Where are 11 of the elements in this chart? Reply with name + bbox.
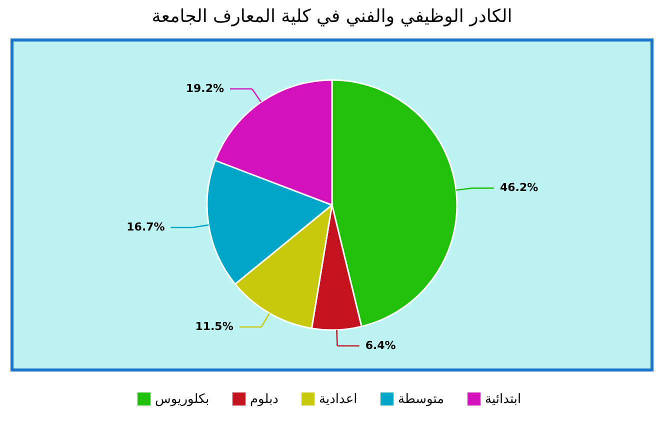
chart-title: الكادر الوظيفي والفني في كلية المعارف الجامعة [152, 6, 512, 27]
legend-label: ابتدائية [485, 392, 522, 407]
data-label: 6.4% [365, 338, 396, 352]
legend-label: بكلوريوس [155, 392, 210, 407]
legend-label: متوسطة [398, 392, 444, 407]
data-label: 11.5% [195, 320, 234, 334]
data-label: 16.7% [126, 220, 165, 234]
data-label: 46.2% [500, 181, 538, 194]
data-label: 19.2% [186, 82, 224, 95]
legend-label: دبلوم [250, 392, 279, 407]
legend-label: اعدادية [319, 392, 358, 407]
